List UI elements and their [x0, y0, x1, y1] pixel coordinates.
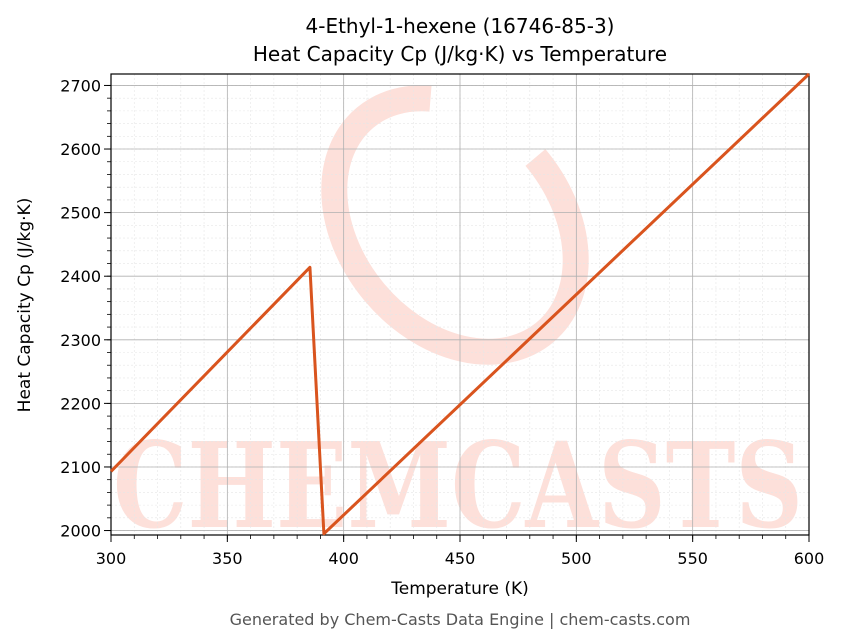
y-tick-label: 2600: [60, 140, 101, 159]
chart-title: 4-Ethyl-1-hexene (16746-85-3): [306, 14, 615, 38]
y-tick-label: 2400: [60, 267, 101, 286]
x-tick-label: 500: [561, 549, 592, 568]
y-tick-label: 2500: [60, 204, 101, 223]
axis-ticks: [104, 84, 810, 542]
y-tick-label: 2100: [60, 458, 101, 477]
watermark-ring: [321, 85, 589, 365]
y-tick-label: 2700: [60, 76, 101, 95]
x-tick-label: 450: [445, 549, 476, 568]
chart-subtitle: Heat Capacity Cp (J/kg·K) vs Temperature: [253, 42, 667, 66]
x-tick-label: 300: [96, 549, 127, 568]
x-axis-label: Temperature (K): [390, 579, 529, 599]
x-tick-labels: 300 350 400 450 500 550 600: [96, 549, 825, 568]
watermark: CHEMCASTS: [113, 85, 803, 555]
y-tick-label: 2300: [60, 331, 101, 350]
series-line: [109, 72, 811, 536]
watermark-text: CHEMCASTS: [113, 416, 803, 555]
x-tick-label: 600: [794, 549, 825, 568]
y-axis-label: Heat Capacity Cp (J/kg·K): [15, 198, 35, 413]
major-grid: [110, 74, 810, 535]
y-tick-label: 2000: [60, 522, 101, 541]
x-tick-label: 550: [677, 549, 708, 568]
footer-credit: Generated by Chem-Casts Data Engine | ch…: [230, 610, 691, 629]
x-tick-label: 400: [328, 549, 359, 568]
y-tick-label: 2200: [60, 394, 101, 413]
x-tick-label: 350: [212, 549, 243, 568]
y-tick-labels: 2000 2100 2200 2300 2400 2500 2600 2700: [60, 76, 101, 540]
